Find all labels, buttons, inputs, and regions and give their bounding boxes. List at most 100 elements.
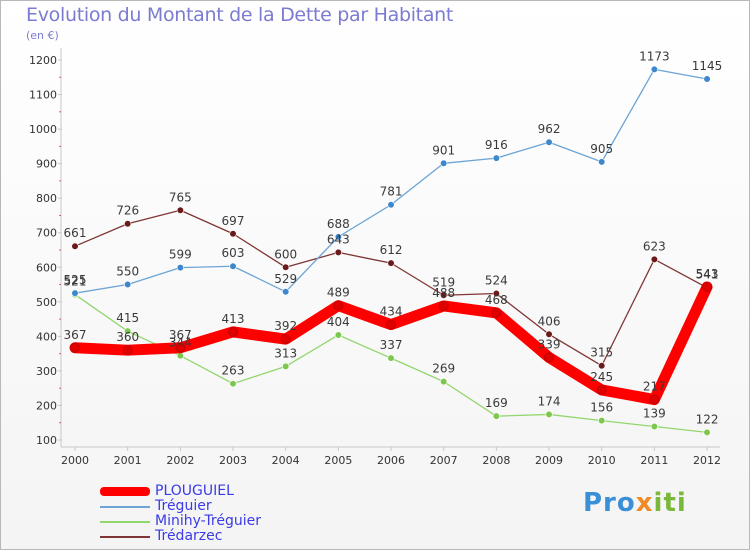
data-point-plouguiel xyxy=(333,300,344,311)
x-tick-label: 2010 xyxy=(588,454,616,467)
data-label-tr-darzec: 661 xyxy=(64,226,87,240)
data-label-plouguiel: 489 xyxy=(327,286,350,300)
data-label-tr-guier: 962 xyxy=(538,122,561,136)
data-point-minihy-tr-guier xyxy=(282,362,290,371)
data-point-minihy-tr-guier xyxy=(703,428,711,437)
data-label-tr-guier: 905 xyxy=(590,142,613,156)
legend-swatch-minihy-treguier xyxy=(100,521,150,523)
data-point-minihy-tr-guier xyxy=(124,327,132,335)
data-label-plouguiel: 413 xyxy=(222,312,245,326)
y-tick-label: 1200 xyxy=(29,54,57,67)
legend-swatch-tredarzec xyxy=(100,536,150,538)
data-label-plouguiel: 392 xyxy=(274,319,297,333)
chart-title: Evolution du Montant de la Dette par Hab… xyxy=(26,4,454,26)
proxiti-logo: Proxiti xyxy=(583,488,687,518)
data-label-plouguiel: 367 xyxy=(64,328,87,342)
data-label-plouguiel: 468 xyxy=(485,293,508,307)
data-label-minihy-tr-guier: 263 xyxy=(222,364,245,378)
legend-label-treguier: Tréguier xyxy=(155,498,212,514)
data-point-tr-guier xyxy=(282,288,290,296)
data-label-tr-darzec: 600 xyxy=(274,247,297,261)
data-label-tr-guier: 901 xyxy=(432,143,455,157)
data-label-tr-darzec: 726 xyxy=(116,204,139,218)
data-point-plouguiel xyxy=(649,394,660,405)
data-label-tr-guier: 529 xyxy=(274,272,297,286)
data-label-tr-darzec: 519 xyxy=(432,275,455,289)
data-point-plouguiel xyxy=(438,300,449,311)
data-label-tr-guier: 599 xyxy=(169,248,192,262)
data-label-plouguiel: 543 xyxy=(696,267,719,281)
data-point-tr-darzec xyxy=(387,259,395,267)
data-point-minihy-tr-guier xyxy=(387,354,395,362)
data-point-minihy-tr-guier xyxy=(650,422,658,431)
data-label-minihy-tr-guier: 122 xyxy=(696,412,719,426)
data-label-tr-darzec: 315 xyxy=(590,346,613,360)
legend-swatch-treguier xyxy=(100,506,150,508)
data-point-plouguiel xyxy=(596,384,607,395)
data-point-tr-darzec xyxy=(492,289,500,298)
y-tick-label: 500 xyxy=(36,296,57,309)
data-point-tr-guier xyxy=(387,201,395,209)
data-label-tr-darzec: 623 xyxy=(643,239,666,253)
data-point-plouguiel xyxy=(228,326,239,337)
x-tick-label: 2000 xyxy=(61,454,89,467)
y-tick-label: 800 xyxy=(36,192,57,205)
y-tick-label: 900 xyxy=(36,158,57,171)
data-label-tr-darzec: 524 xyxy=(485,274,508,288)
data-label-tr-guier: 916 xyxy=(485,138,508,152)
data-label-tr-guier: 688 xyxy=(327,217,350,231)
data-label-plouguiel: 434 xyxy=(380,305,403,319)
data-label-plouguiel: 217 xyxy=(643,380,666,394)
data-label-minihy-tr-guier: 337 xyxy=(380,338,403,352)
x-tick-label: 2011 xyxy=(640,454,668,467)
x-tick-label: 2006 xyxy=(377,454,405,467)
x-tick-label: 2012 xyxy=(693,454,721,467)
data-point-tr-guier xyxy=(176,264,184,272)
data-label-plouguiel: 245 xyxy=(590,370,613,384)
data-point-plouguiel xyxy=(280,334,291,345)
data-point-minihy-tr-guier xyxy=(176,352,184,360)
data-point-minihy-tr-guier xyxy=(440,378,448,386)
y-tick-label: 1100 xyxy=(29,89,57,102)
y-tick-label: 100 xyxy=(36,434,57,447)
data-point-tr-darzec xyxy=(124,220,132,228)
data-point-plouguiel xyxy=(175,342,186,353)
legend-label-minihy-treguier: Minihy-Tréguier xyxy=(155,513,261,529)
x-tick-label: 2008 xyxy=(482,454,510,467)
data-point-tr-guier xyxy=(71,289,79,297)
data-point-tr-guier xyxy=(440,159,448,167)
y-tick-label: 200 xyxy=(36,399,57,412)
data-point-tr-guier xyxy=(492,154,500,162)
data-point-tr-darzec xyxy=(282,263,290,271)
data-label-plouguiel: 488 xyxy=(432,286,455,300)
data-point-tr-guier xyxy=(124,280,132,289)
data-point-tr-darzec xyxy=(71,242,79,250)
data-point-plouguiel xyxy=(70,342,80,353)
data-label-minihy-tr-guier: 139 xyxy=(643,407,666,421)
y-tick-label: 400 xyxy=(36,330,57,343)
x-tick-label: 2007 xyxy=(430,454,458,467)
data-point-tr-guier xyxy=(334,233,342,241)
data-point-tr-darzec xyxy=(545,330,553,338)
data-label-tr-darzec: 612 xyxy=(380,243,403,257)
data-label-minihy-tr-guier: 313 xyxy=(274,346,297,360)
data-point-minihy-tr-guier xyxy=(334,331,342,339)
data-label-tr-guier: 525 xyxy=(64,273,87,287)
data-label-tr-guier: 781 xyxy=(380,185,403,199)
data-label-plouguiel: 339 xyxy=(538,337,561,351)
data-label-minihy-tr-guier: 156 xyxy=(590,401,613,415)
data-point-minihy-tr-guier xyxy=(545,410,553,419)
legend-swatch-plouguiel xyxy=(100,487,150,496)
data-label-minihy-tr-guier: 404 xyxy=(327,315,350,329)
data-label-minihy-tr-guier: 415 xyxy=(116,311,139,325)
data-point-tr-guier xyxy=(598,158,606,166)
data-point-tr-darzec xyxy=(598,362,606,370)
data-point-plouguiel xyxy=(491,307,502,318)
data-label-plouguiel: 360 xyxy=(116,330,139,344)
y-tick-label: 300 xyxy=(36,365,57,378)
data-point-minihy-tr-guier xyxy=(598,417,606,425)
data-point-plouguiel xyxy=(544,352,555,363)
x-tick-label: 2003 xyxy=(219,454,247,467)
data-label-tr-darzec: 697 xyxy=(222,214,245,228)
